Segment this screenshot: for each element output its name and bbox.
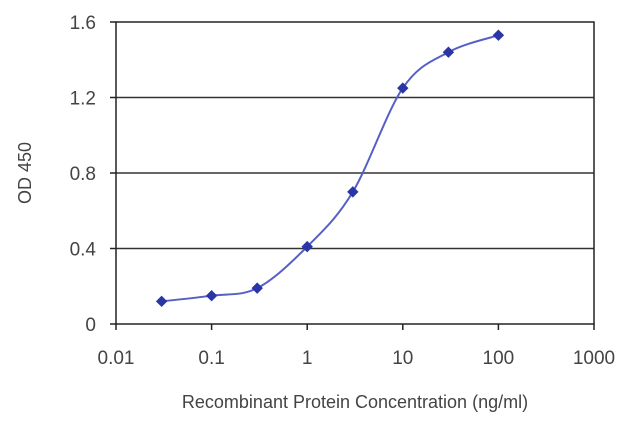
x-tick-label: 100 <box>483 348 515 369</box>
y-tick-label: 0 <box>85 315 96 336</box>
x-axis-title: Recombinant Protein Concentration (ng/ml… <box>182 392 528 412</box>
x-tick-label: 0.1 <box>198 348 224 369</box>
x-tick-label: 1000 <box>573 348 615 369</box>
y-tick-label: 1.6 <box>70 13 96 34</box>
series-layer <box>155 29 505 308</box>
data-point <box>442 46 455 58</box>
x-tick-label: 1 <box>302 348 313 369</box>
data-point <box>301 240 313 253</box>
series-line <box>161 34 499 303</box>
x-tick-label: 10 <box>392 348 413 369</box>
y-tick-label: 0.4 <box>70 240 97 261</box>
y-tick-label: 0.8 <box>70 164 96 185</box>
gridlines <box>116 96 594 250</box>
data-point <box>397 82 409 94</box>
data-point <box>251 282 263 294</box>
y-axis-title: OD 450 <box>15 142 35 204</box>
y-tick-label: 1.2 <box>70 89 96 110</box>
x-axis-ticks: 0.01 0.1 1 10 100 1000 <box>98 324 615 369</box>
y-axis-ticks: 0 0.4 0.8 1.2 1.6 <box>70 13 116 336</box>
data-point <box>205 289 218 302</box>
x-tick-label: 0.01 <box>98 348 135 369</box>
data-point <box>155 295 168 308</box>
data-point <box>347 186 359 198</box>
data-point <box>492 29 505 41</box>
